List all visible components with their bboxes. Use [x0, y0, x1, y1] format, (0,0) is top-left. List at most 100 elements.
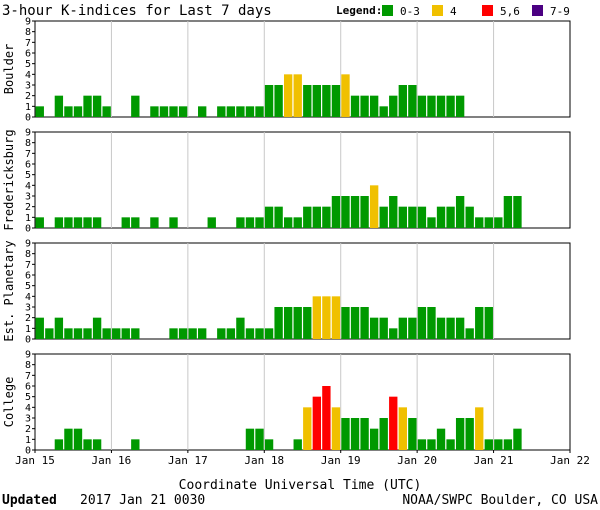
k-bar — [131, 328, 140, 339]
k-bar — [178, 328, 188, 339]
k-bar — [64, 328, 73, 339]
k-bar — [264, 206, 274, 228]
k-bar — [322, 85, 331, 117]
legend: Legend: 0-3 4 5,6 7-9 — [336, 4, 570, 18]
k-bar — [198, 106, 207, 117]
k-bar — [350, 95, 360, 117]
k-bar — [245, 217, 255, 228]
series-label: Fredericksburg — [2, 129, 16, 230]
k-bar — [245, 106, 255, 117]
panel-frame — [34, 131, 571, 229]
k-bar — [503, 439, 513, 450]
k-bar — [446, 206, 455, 228]
k-bar — [446, 439, 455, 450]
k-bar — [475, 217, 484, 228]
legend-label: Legend: — [336, 4, 382, 17]
legend-entry-label: 7-9 — [550, 5, 570, 18]
k-bar — [207, 217, 216, 228]
k-bar — [446, 317, 455, 339]
y-tick-label: 3 — [25, 192, 31, 203]
k-bar — [112, 328, 121, 339]
y-tick-label: 1 — [25, 435, 31, 446]
x-tick-label: Jan 15 — [15, 454, 55, 467]
k-bar — [245, 328, 255, 339]
k-bar — [303, 206, 312, 228]
k-bar — [264, 85, 274, 117]
k-bar — [484, 439, 493, 450]
k-bar — [417, 206, 427, 228]
k-bar — [360, 418, 369, 450]
k-bar — [73, 106, 83, 117]
k-bar — [169, 217, 178, 228]
k-bar — [303, 85, 312, 117]
k-bar — [436, 317, 446, 339]
k-bar — [408, 206, 417, 228]
y-tick-label: 4 — [25, 181, 31, 192]
k-bar — [427, 439, 436, 450]
k-bar — [417, 95, 427, 117]
k-bar — [236, 106, 245, 117]
y-tick-label: 7 — [25, 371, 31, 382]
k-bar — [350, 418, 360, 450]
y-tick-label: 3 — [25, 81, 31, 92]
y-tick-label: 0 — [25, 224, 31, 235]
k-bar — [169, 328, 178, 339]
k-bar — [417, 307, 427, 339]
k-bar — [303, 307, 312, 339]
k-bar — [312, 206, 322, 228]
k-bar — [427, 217, 436, 228]
y-tick-label: 0 — [25, 335, 31, 346]
k-bar — [417, 439, 427, 450]
k-bar — [494, 439, 503, 450]
k-bar — [131, 439, 140, 450]
legend-swatch-2 — [482, 5, 493, 16]
x-tick-label: Jan 21 — [474, 454, 514, 467]
k-bar — [379, 317, 388, 339]
k-bar — [188, 328, 197, 339]
k-bar — [379, 106, 388, 117]
k-bar — [236, 217, 245, 228]
y-tick-label: 0 — [25, 113, 31, 124]
k-bar — [264, 328, 274, 339]
k-bar — [341, 196, 350, 228]
k-bar — [369, 428, 379, 450]
k-bar — [475, 407, 484, 450]
x-tick-label: Jan 18 — [244, 454, 284, 467]
panel-frame — [34, 242, 571, 340]
y-tick-label: 8 — [25, 138, 31, 149]
k-bar — [513, 196, 522, 228]
legend-swatch-1 — [432, 5, 443, 16]
k-bar — [102, 106, 111, 117]
k-bar — [293, 217, 302, 228]
y-tick-label: 9 — [25, 350, 31, 361]
k-bar — [436, 95, 446, 117]
k-bar — [303, 407, 312, 450]
y-tick-label: 6 — [25, 271, 31, 282]
k-bar — [54, 439, 64, 450]
k-bar — [245, 428, 255, 450]
k-bar — [159, 106, 169, 117]
k-bar — [389, 196, 398, 228]
k-bar — [408, 317, 417, 339]
k-bar — [408, 418, 417, 450]
k-bar — [150, 106, 159, 117]
k-bar — [322, 386, 331, 450]
x-tick-label: Jan 17 — [168, 454, 208, 467]
k-bar — [283, 74, 293, 117]
k-bar — [389, 396, 398, 450]
y-tick-label: 6 — [25, 382, 31, 393]
k-bar — [274, 85, 283, 117]
x-axis: Jan 15 Jan 16 Jan 17 Jan 18 Jan 19 Jan 20 Jan … — [15, 450, 590, 467]
y-tick-label: 3 — [25, 303, 31, 314]
k-bar — [150, 217, 159, 228]
k-bar — [293, 439, 302, 450]
x-tick-label: Jan 22 — [550, 454, 590, 467]
k-bar — [169, 106, 178, 117]
k-bar — [331, 296, 341, 339]
k-bar — [360, 95, 369, 117]
k-bar — [360, 307, 369, 339]
k-bar — [427, 95, 436, 117]
